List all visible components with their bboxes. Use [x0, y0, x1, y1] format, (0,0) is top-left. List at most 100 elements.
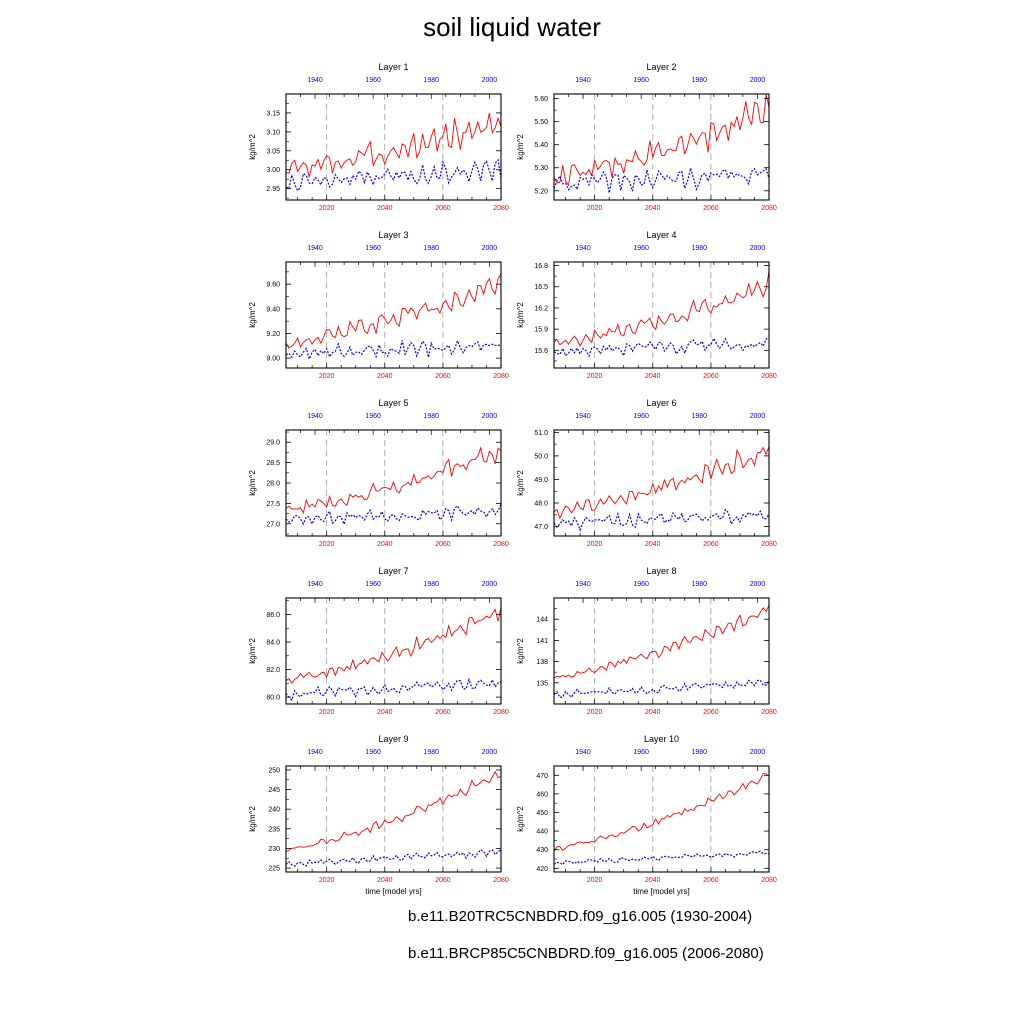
y-axis-label: kg/m^2: [516, 806, 525, 832]
y-tick-label: 141: [536, 638, 548, 645]
y-tick-label: 28.0: [266, 481, 280, 488]
x-tick-label-bottom: 2060: [435, 373, 451, 380]
series-line-future: [285, 446, 502, 515]
plot-frame: [553, 93, 770, 201]
x-tick-label-top: 2000: [482, 245, 498, 252]
plot-frame: [553, 765, 770, 873]
y-tick-label: 230: [268, 846, 280, 853]
x-tick-label-bottom: 2080: [761, 877, 777, 884]
y-tick-label: 27.0: [266, 521, 280, 528]
y-axis-label: kg/m^2: [516, 302, 525, 328]
panel-8: Layer 8 135 138 141 144 kg/m^2 2020 2040 2060 208…: [516, 566, 777, 716]
y-tick-label: 86.0: [266, 612, 280, 619]
x-axis-label: time [model yrs]: [633, 887, 689, 896]
x-tick-label-bottom: 2040: [645, 205, 661, 212]
y-tick-label: 15.6: [534, 348, 548, 355]
panel-title: Layer 3: [378, 230, 408, 240]
panel-title: Layer 9: [378, 734, 408, 744]
y-tick-label: 51.0: [534, 430, 548, 437]
x-tick-label-bottom: 2060: [435, 205, 451, 212]
y-tick-label: 144: [536, 617, 548, 624]
panel-title: Layer 5: [378, 398, 408, 408]
x-tick-label-bottom: 2040: [645, 709, 661, 716]
x-tick-label-top: 2000: [750, 413, 766, 420]
legend-label-future: b.e11.BRCP85C5CNBDRD.f09_g16.005 (2006-2…: [408, 945, 764, 962]
x-tick-label-bottom: 2020: [319, 541, 335, 548]
x-tick-label-top: 1940: [575, 77, 591, 84]
series-line-future: [285, 273, 502, 349]
x-tick-label-bottom: 2060: [703, 877, 719, 884]
series-line-historical: [553, 508, 770, 532]
y-tick-label: 240: [268, 807, 280, 814]
plot-frame: [285, 597, 502, 705]
series-line-historical: [285, 848, 502, 867]
x-tick-label-top: 1940: [307, 77, 323, 84]
y-tick-label: 245: [268, 787, 280, 794]
series-line-historical: [285, 338, 502, 361]
x-tick-label-bottom: 2020: [319, 877, 335, 884]
panel-title: Layer 7: [378, 566, 408, 576]
y-tick-label: 50.0: [534, 453, 548, 460]
y-tick-label: 235: [268, 826, 280, 833]
x-tick-label-top: 1960: [365, 749, 381, 756]
x-tick-label-bottom: 2060: [435, 709, 451, 716]
panel-6: Layer 6 47.0 48.0 49.0 50.0 51.0 kg/m^2 2020 204…: [516, 398, 777, 548]
y-axis-label: kg/m^2: [516, 638, 525, 664]
x-tick-label-top: 1960: [633, 749, 649, 756]
y-tick-label: 225: [268, 866, 280, 873]
x-tick-label-top: 1960: [365, 413, 381, 420]
x-tick-label-bottom: 2080: [493, 373, 509, 380]
panel-10: Layer 10 420 430 440 450 460 470 kg/m^2 2020 2040…: [516, 734, 777, 896]
x-tick-label-top: 1980: [423, 413, 439, 420]
x-axis-label: time [model yrs]: [365, 887, 421, 896]
x-tick-label-top: 1980: [423, 581, 439, 588]
x-tick-label-bottom: 2060: [435, 541, 451, 548]
y-tick-label: 29.0: [266, 440, 280, 447]
x-tick-label-bottom: 2040: [645, 877, 661, 884]
x-tick-label-bottom: 2080: [761, 205, 777, 212]
panel-title: Layer 4: [646, 230, 676, 240]
panel-title: Layer 2: [646, 62, 676, 72]
y-tick-label: 49.0: [534, 477, 548, 484]
x-tick-label-top: 2000: [482, 581, 498, 588]
x-tick-label-top: 1980: [423, 749, 439, 756]
x-tick-label-bottom: 2040: [377, 709, 393, 716]
x-tick-label-top: 2000: [750, 581, 766, 588]
x-tick-label-top: 1980: [691, 77, 707, 84]
x-tick-label-top: 1980: [423, 245, 439, 252]
x-tick-label-top: 1980: [423, 77, 439, 84]
x-tick-label-bottom: 2040: [645, 373, 661, 380]
panel-title: Layer 8: [646, 566, 676, 576]
x-tick-label-top: 1960: [365, 581, 381, 588]
series-line-future: [285, 112, 502, 178]
y-tick-label: 138: [536, 659, 548, 666]
x-tick-label-bottom: 2040: [645, 541, 661, 548]
y-tick-label: 250: [268, 767, 280, 774]
series-line-future: [553, 446, 770, 520]
panel-title: Layer 1: [378, 62, 408, 72]
x-tick-label-top: 2000: [482, 413, 498, 420]
plot-frame: [285, 765, 502, 873]
y-tick-label: 5.20: [534, 188, 548, 195]
y-tick-label: 16.5: [534, 284, 548, 291]
y-tick-label: 3.05: [266, 148, 280, 155]
x-tick-label-bottom: 2080: [493, 541, 509, 548]
y-tick-label: 460: [536, 791, 548, 798]
x-tick-label-bottom: 2080: [761, 373, 777, 380]
x-tick-label-top: 1980: [691, 749, 707, 756]
x-tick-label-top: 1940: [307, 245, 323, 252]
x-tick-label-top: 1980: [691, 581, 707, 588]
x-tick-label-top: 1960: [365, 245, 381, 252]
x-tick-label-bottom: 2080: [493, 709, 509, 716]
x-tick-label-top: 1940: [575, 413, 591, 420]
x-tick-label-top: 2000: [750, 749, 766, 756]
series-line-future: [553, 773, 770, 852]
x-tick-label-top: 1960: [365, 77, 381, 84]
x-tick-label-bottom: 2020: [587, 541, 603, 548]
plot-frame: [285, 261, 502, 369]
y-tick-label: 420: [536, 866, 548, 873]
legend-label-historical: b.e11.B20TRC5CNBDRD.f09_g16.005 (1930-20…: [408, 908, 753, 925]
y-axis-label: kg/m^2: [248, 302, 257, 328]
series-line-historical: [285, 158, 502, 192]
